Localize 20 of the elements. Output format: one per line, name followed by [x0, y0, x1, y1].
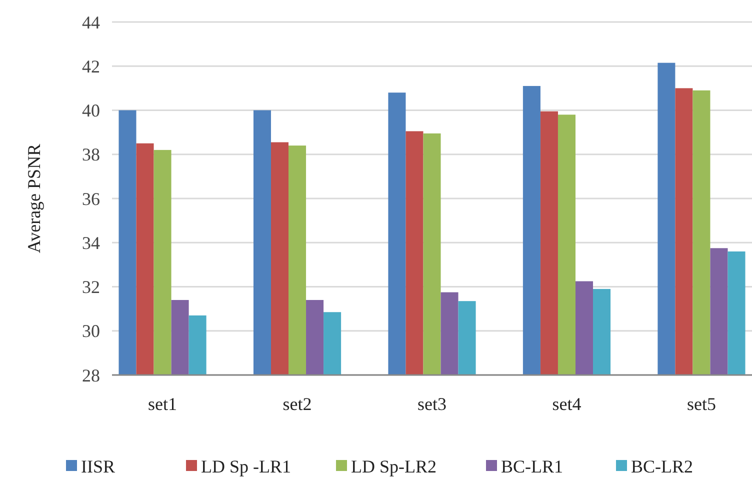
legend-label: LD Sp -LR1	[201, 456, 291, 476]
x-tick-label: set5	[686, 394, 716, 414]
legend-label: BC-LR2	[631, 456, 694, 476]
x-tick-label: set2	[282, 394, 312, 414]
legend-label: BC-LR1	[501, 456, 564, 476]
y-tick-label: 34	[82, 232, 100, 253]
y-tick-label: 44	[82, 12, 100, 32]
y-tick-label: 36	[82, 188, 100, 209]
y-tick-label: 32	[82, 277, 100, 298]
y-tick-label: 42	[82, 56, 100, 76]
y-tick-label: 28	[82, 365, 100, 386]
y-axis-title: Average PSNR	[24, 144, 44, 254]
x-tick-label: set3	[418, 394, 446, 414]
y-tick-label: 40	[82, 100, 100, 121]
x-tick-label: set1	[148, 394, 178, 414]
y-tick-label: 38	[82, 144, 100, 165]
y-tick-label: 30	[82, 321, 100, 342]
x-tick-label: set4	[552, 394, 582, 414]
legend-label: IISR	[81, 456, 116, 476]
legend-label: LD Sp-LR2	[351, 456, 436, 476]
